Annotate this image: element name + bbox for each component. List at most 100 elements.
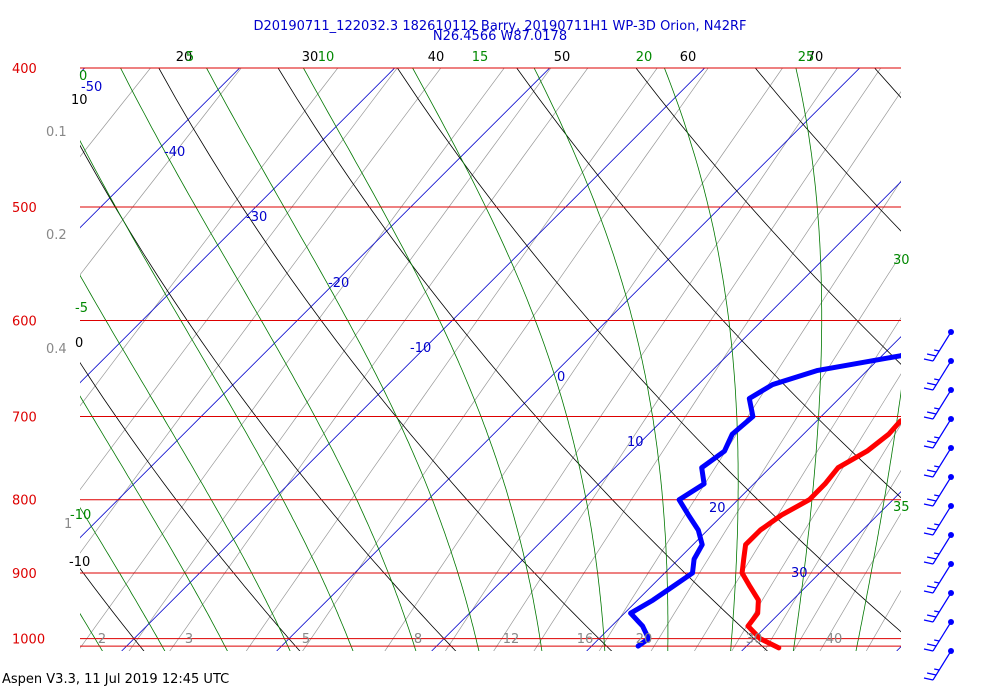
theta-e-right-label: 30	[893, 253, 910, 268]
dry-adiabat-line	[277, 68, 768, 651]
mixing-ratio-line	[899, 36, 1000, 663]
moist-adiabat-line	[533, 68, 669, 651]
mixing-ratio-line	[763, 423, 901, 651]
theta-e-right-label: 35	[893, 500, 910, 515]
dry-adiabat-line	[874, 68, 901, 99]
moist-adiabat-line	[663, 68, 739, 651]
pressure-label: 500	[12, 201, 37, 216]
mixing-ratio-line	[493, 68, 882, 651]
temperature-top-label: 70	[807, 50, 824, 65]
isotherm-line	[80, 68, 241, 229]
wind-barb-flag	[923, 445, 934, 449]
moist-adiabat-line	[792, 68, 823, 651]
wind-barb-flag	[926, 527, 937, 531]
mixing-ratio-bottom-label: 5	[302, 632, 310, 647]
theta-e-left-label: -5	[75, 301, 88, 316]
dry-adiabat-line	[754, 68, 901, 232]
wind-barb-flag	[934, 639, 940, 642]
dry-adiabat-label: -10	[69, 555, 90, 570]
isotherm-line	[896, 646, 901, 651]
wind-barb-staff	[932, 650, 952, 681]
isotherm-label: -30	[246, 210, 267, 225]
isotherm-line	[431, 181, 901, 651]
wind-barb-flag	[926, 614, 937, 618]
wind-barb-staff	[932, 360, 952, 391]
dry-adiabat-line	[965, 36, 1000, 663]
mixing-ratio-bottom-label: 16	[577, 632, 594, 647]
isotherm-label: 20	[709, 501, 726, 516]
temperature-profile-line	[739, 418, 901, 651]
wind-barb-flag	[926, 672, 937, 676]
mixing-ratio-line	[128, 68, 552, 651]
mixing-ratio-left-label: 0.4	[46, 342, 67, 357]
theta-e-top-label: 10	[318, 50, 335, 65]
mixing-ratio-line	[245, 68, 658, 651]
mixing-ratio-line	[865, 589, 901, 651]
wind-barb-flag	[926, 469, 937, 473]
wind-barb-flag	[923, 619, 934, 623]
isotherm-label: -10	[410, 341, 431, 356]
mixing-ratio-line	[819, 512, 901, 651]
dry-adiabat-line	[80, 144, 457, 651]
temperature-top-label: 40	[428, 50, 445, 65]
dry-adiabat-label: 0	[75, 336, 83, 351]
mixing-ratio-line	[444, 68, 838, 651]
wind-barb	[923, 358, 954, 391]
theta-e-left-label: 0	[79, 69, 87, 84]
wind-barb-staff	[932, 476, 952, 507]
temperature-top-label: 50	[554, 50, 571, 65]
wind-barb-staff	[932, 389, 952, 420]
mixing-ratio-line	[965, 36, 1000, 663]
mixing-ratio-bottom-label: 12	[503, 632, 520, 647]
mixing-ratio-line	[384, 68, 783, 651]
wind-barb	[923, 561, 954, 594]
mixing-ratio-left-label: 1	[64, 517, 72, 532]
pressure-label: 900	[12, 567, 37, 582]
temperature-top-label: 60	[680, 50, 697, 65]
wind-barb-flag	[934, 581, 940, 584]
dry-adiabat-line	[635, 68, 901, 365]
wind-barb	[923, 416, 954, 449]
wind-barb-flag	[934, 668, 940, 671]
mixing-ratio-line	[793, 469, 901, 651]
wind-barb-flag	[934, 378, 940, 381]
wind-barb-staff	[932, 505, 952, 536]
theta-e-top-label: 20	[636, 50, 653, 65]
wind-barb-flag	[923, 561, 934, 565]
wind-barb-flag	[926, 556, 937, 560]
wind-barb-flag	[923, 503, 934, 507]
pressure-label: 1000	[12, 633, 45, 648]
wind-barb-flag	[934, 523, 940, 526]
isotherm-label: 10	[627, 435, 644, 450]
wind-barb-flag	[934, 494, 940, 497]
wind-barb-flag	[926, 585, 937, 589]
chart-title: D20190711_122032.3 182610112 Barry, 2019…	[253, 19, 747, 34]
dry-adiabat-line	[80, 361, 301, 651]
wind-barb-flag	[923, 358, 934, 362]
wind-barbs	[923, 329, 954, 681]
wind-barb-flag	[934, 436, 940, 439]
dry-adiabat-line	[396, 68, 901, 633]
wind-barb-flag	[934, 407, 940, 410]
moist-adiabat-line	[120, 68, 417, 651]
wind-barb-flag	[926, 353, 937, 357]
isotherm-label: -50	[81, 80, 102, 95]
wind-barb-flag	[926, 643, 937, 647]
wind-barb	[923, 387, 954, 420]
dry-adiabat-line	[516, 68, 901, 499]
wind-barb-flag	[923, 590, 934, 594]
mixing-ratio-bottom-label: 8	[414, 632, 422, 647]
isotherm-line	[741, 491, 901, 651]
theta-e-left-label: -10	[70, 508, 91, 523]
temperature-bottom-label: 30	[746, 632, 763, 647]
isotherm-line	[586, 336, 901, 651]
wind-barb-flag	[923, 387, 934, 391]
wind-barb-staff	[932, 331, 952, 362]
temperature-bottom-label: 40	[826, 632, 843, 647]
isotherm-label: 0	[557, 370, 565, 385]
mixing-ratio-line	[80, 68, 442, 554]
wind-barb-flag	[934, 349, 940, 352]
mixing-ratio-bottom-label: 2	[98, 632, 106, 647]
wind-barb-staff	[932, 563, 952, 594]
